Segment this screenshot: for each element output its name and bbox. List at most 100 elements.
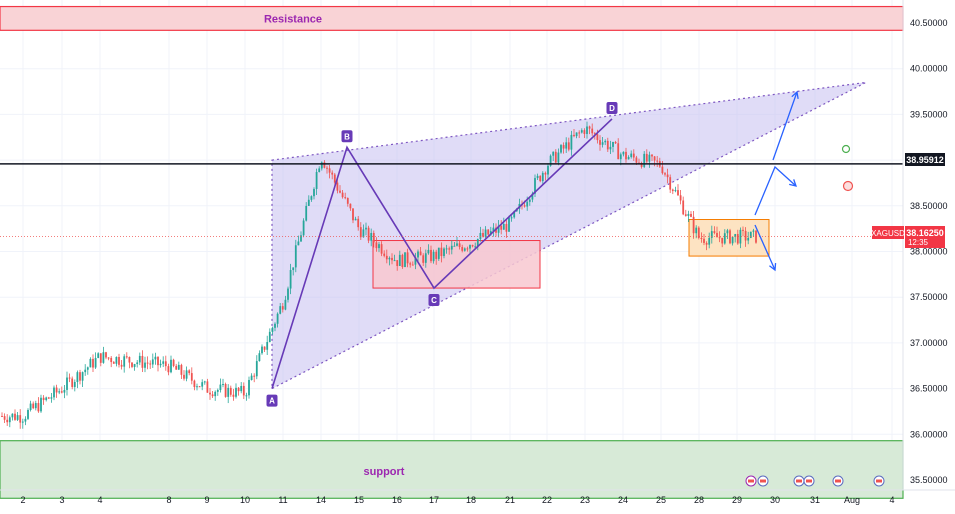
candle-body [193,380,196,388]
economic-event-icon[interactable] [803,475,815,487]
candle-body [544,172,547,175]
candle-body [287,288,289,300]
candle-body [14,413,16,420]
candle-body [476,239,479,247]
economic-event-icon[interactable] [832,475,844,487]
candle-body [276,313,279,324]
pattern-point-label: B [344,132,350,141]
candle-body [682,200,685,215]
candle-body [448,248,451,250]
pattern-point-label: C [431,296,437,305]
candle-body [622,151,625,155]
resistance-zone [0,5,904,31]
candle-body [409,263,412,265]
candle-body [242,385,245,396]
candle-body [300,235,302,242]
rising-wedge [271,81,867,390]
candle-body [323,162,326,168]
candle-body [84,369,87,373]
candle-body [266,342,269,350]
candle-body [248,379,250,396]
economic-event-icon[interactable] [873,475,885,487]
candle-body [29,403,32,410]
event-flag-icon [876,479,882,483]
candle-body [294,245,297,268]
candle-body [47,397,50,399]
candle-body [365,227,367,230]
candle-body [427,249,430,254]
candle-body [313,188,315,197]
candle-body [463,248,466,251]
date-tick-label: 2 [20,495,25,505]
candle-body [354,218,357,221]
candle-body [513,211,516,218]
candle-body [253,375,256,377]
candle-body [224,384,227,397]
price-tick-label: 38.50000 [910,201,948,211]
candle-body [92,358,94,368]
candle-body [149,363,152,365]
event-flag-icon [806,479,812,483]
level-price-tag: 38.95912 [905,153,945,166]
candle-body [523,205,526,207]
candle-body [404,252,406,268]
candle-body [16,415,19,420]
candle-body [318,168,321,172]
candle-body [596,134,599,141]
candle-body [170,359,172,373]
date-tick-label: 3 [59,495,64,505]
price-tick-label: 37.50000 [910,292,948,302]
current-price-tag: XAGUSD 38.16250 12:35 [871,226,945,248]
candle-body [422,255,425,263]
candle-body [578,132,581,134]
event-icons[interactable] [745,475,885,487]
candle-body [541,172,544,182]
candle-body [302,220,305,236]
candle-body [417,251,419,258]
candle-body [474,246,477,248]
candle-body [604,140,607,143]
candle-body [73,381,76,387]
arrow-head-icon [791,90,799,100]
date-tick-label: 21 [505,495,515,505]
candle-body [471,245,474,247]
candle-body [547,165,549,175]
candle-body [245,395,248,397]
projection-arrow [754,224,776,271]
candle-body [375,242,378,249]
economic-event-icon[interactable] [757,475,769,487]
candle-body [588,126,591,129]
price-tick-label: 39.50000 [910,109,948,119]
candle-body [383,253,386,256]
candle-body [50,397,53,399]
candle-body [505,223,508,232]
date-tick-label: 4 [889,495,894,505]
candle-body [445,248,448,250]
candle-body [742,229,744,231]
candle-body [63,389,66,393]
candle-body [198,386,201,388]
pattern-point-label: A [269,397,275,406]
time-axis[interactable]: 2 3 4 8 9 10 11 14 15 16 17 18 21 22 23 24 25 28 29 30 31 Aug… [20,495,894,505]
candle-body [479,232,482,240]
candle-body [196,386,198,388]
candle-body [690,213,692,217]
candle-body [76,372,79,382]
candle-body [216,390,219,392]
candle-body [235,387,237,397]
event-flag-icon [835,479,841,483]
date-tick-label: 10 [240,495,250,505]
candle-body [352,208,354,221]
date-tick-label: 15 [354,495,364,505]
lightning-event-icon[interactable] [745,475,757,487]
candle-body [554,151,557,163]
candle-body [326,167,328,169]
candle-body [141,355,144,368]
price-axis[interactable]: 35.50000 36.00000 36.50000 37.00000 37.50000… [910,18,948,485]
economic-event-icon[interactable] [793,475,805,487]
price-tick-label: 38.00000 [910,247,948,257]
candle-body [619,154,622,160]
projection-arrow [772,91,798,161]
candle-body [601,142,604,145]
